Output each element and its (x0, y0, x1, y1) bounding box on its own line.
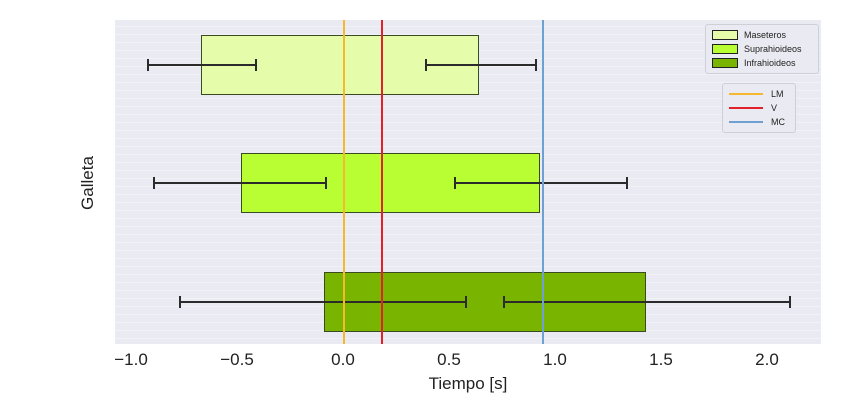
legend-label: V (771, 103, 778, 113)
error-bar (154, 182, 327, 184)
gridline (115, 106, 821, 107)
legend-item: MC (723, 115, 795, 129)
gridline (115, 34, 821, 35)
reference-line-v (381, 20, 383, 344)
error-bar-cap (424, 59, 427, 71)
x-tick-label: 1.0 (543, 350, 567, 369)
error-bar-cap (146, 59, 149, 71)
x-tick-label: 2.0 (755, 350, 779, 369)
legend-label: Suprahioideos (744, 44, 802, 54)
error-bar-cap (789, 296, 792, 308)
legend-label: LM (771, 89, 784, 99)
gridline (115, 266, 821, 267)
x-tick-label: −1.0 (114, 350, 148, 369)
plot-area (115, 20, 821, 344)
gridline (115, 138, 821, 139)
legend-line-swatch (729, 93, 763, 95)
legend-item: V (723, 101, 795, 115)
error-bar-cap (534, 59, 537, 71)
gridline (115, 98, 821, 99)
error-bar-cap (454, 177, 457, 189)
legend-swatch (712, 44, 738, 54)
x-axis-label: Tiempo [s] (428, 374, 508, 393)
legend-item: Suprahioideos (706, 42, 818, 56)
error-bar (179, 301, 466, 303)
legend-swatch (712, 58, 738, 68)
error-bar-cap (464, 296, 467, 308)
gridline (115, 26, 821, 27)
legend-line-swatch (729, 107, 763, 109)
error-bar-cap (503, 296, 506, 308)
legend-item: Infrahioideos (706, 56, 818, 70)
error-bar-cap (153, 177, 156, 189)
gridline (115, 338, 821, 339)
legend-label: Infrahioideos (744, 58, 796, 68)
legend-reference-lines: LM V MC (722, 83, 796, 133)
gridline (115, 234, 821, 235)
legend-label: MC (771, 117, 785, 127)
legend-series: Maseteros Suprahioideos Infrahioideos (705, 24, 819, 74)
legend-item: Maseteros (706, 28, 818, 42)
error-bar-cap (178, 296, 181, 308)
gridline (115, 258, 821, 259)
gridline (115, 122, 821, 123)
error-bar (455, 182, 628, 184)
gridline (115, 146, 821, 147)
gridline (115, 226, 821, 227)
error-bar-cap (626, 177, 629, 189)
x-tick-label: 1.5 (649, 350, 673, 369)
error-bar (147, 64, 257, 66)
legend-item: LM (723, 87, 795, 101)
legend-label: Maseteros (744, 30, 787, 40)
error-bar-cap (325, 177, 328, 189)
error-bar-cap (255, 59, 258, 71)
gridline (115, 130, 821, 131)
gridline (115, 218, 821, 219)
error-bar (504, 301, 791, 303)
reference-line-lm (343, 20, 345, 344)
y-axis-label: Galleta (78, 156, 97, 210)
gridline (115, 242, 821, 243)
x-tick-label: 0.0 (331, 350, 355, 369)
gridline (115, 250, 821, 251)
x-tick-label: −0.5 (220, 350, 254, 369)
legend-line-swatch (729, 121, 763, 123)
reference-line-mc (542, 20, 544, 344)
gridline (115, 114, 821, 115)
error-bar (425, 64, 536, 66)
legend-swatch (712, 30, 738, 40)
x-tick-label: 0.5 (437, 350, 461, 369)
